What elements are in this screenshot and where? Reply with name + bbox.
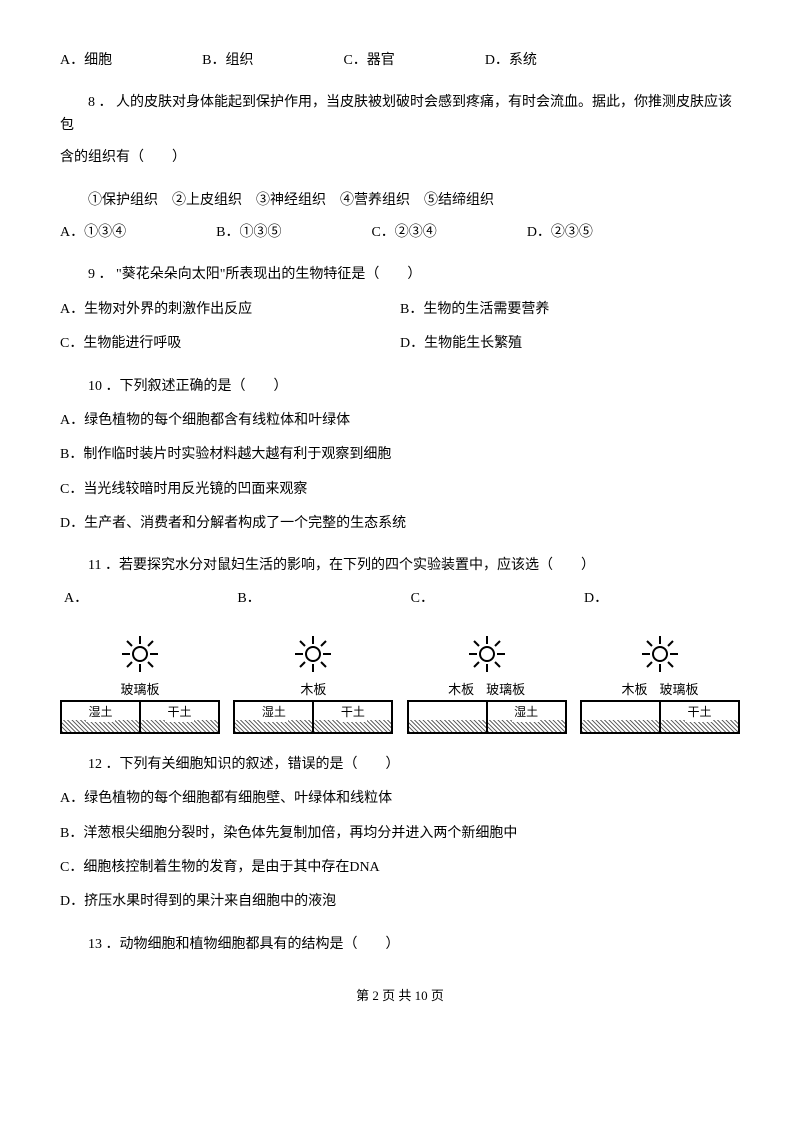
diagram-a-board: 玻璃板 [60, 682, 220, 698]
q11-diagram-a: 玻璃板 湿土 干土 [60, 634, 220, 734]
q11-label-b: B． [233, 588, 393, 610]
diagram-d-soil: 干土 [685, 703, 713, 722]
diagram-d-board-left: 木板 [621, 682, 647, 698]
q9-row2: C．生物能进行呼吸 D．生物能生长繁殖 [60, 333, 740, 355]
q8-opt-b: B．①③⑤ [216, 222, 281, 244]
q8-stem-line2: 含的组织有（ ） [60, 147, 740, 169]
q9-opt-c: C．生物能进行呼吸 [60, 333, 400, 355]
q8-opt-a: A．①③④ [60, 222, 126, 244]
q7-opt-d: D．系统 [485, 50, 537, 72]
q11-diagram-c: 木板 玻璃板 湿土 [407, 634, 567, 734]
q10-opt-d: D．生产者、消费者和分解者构成了一个完整的生态系统 [60, 513, 740, 535]
q9-opt-d: D．生物能生长繁殖 [400, 333, 740, 355]
q11-stem: 11 ．若要探究水分对鼠妇生活的影响，在下列的四个实验装置中，应该选（ ） [60, 555, 740, 577]
q10-opt-b: B．制作临时装片时实验材料越大越有利于观察到细胞 [60, 444, 740, 466]
q11-labels-row: A． B． C． D． [60, 588, 740, 614]
sun-icon [580, 634, 740, 676]
q7-opt-c: C．器官 [343, 50, 394, 72]
q11-label-a: A． [60, 588, 220, 610]
diagram-c-box: 湿土 [407, 700, 567, 734]
q10-stem: 10 ．下列叙述正确的是（ ） [60, 376, 740, 398]
q12-opt-d: D．挤压水果时得到的果汁来自细胞中的液泡 [60, 891, 740, 913]
q8-options: A．①③④ B．①③⑤ C．②③④ D．②③⑤ [60, 222, 740, 244]
exam-page: A．细胞 B．组织 C．器官 D．系统 8 ． 人的皮肤对身体能起到保护作用，当… [0, 0, 800, 1037]
diagram-b-right: 干土 [339, 703, 367, 722]
q7-options: A．细胞 B．组织 C．器官 D．系统 [60, 50, 740, 72]
q12-stem: 12 ．下列有关细胞知识的叙述，错误的是（ ） [60, 754, 740, 776]
q11-diagrams: 玻璃板 湿土 干土 木板 湿土 [60, 634, 740, 734]
diagram-a-right: 干土 [165, 703, 193, 722]
q7-opt-b: B．组织 [202, 50, 253, 72]
diagram-b-board: 木板 [233, 682, 393, 698]
q11-label-d: D． [580, 588, 740, 610]
q9-opt-b: B．生物的生活需要营养 [400, 299, 740, 321]
q13-stem: 13 ．动物细胞和植物细胞都具有的结构是（ ） [60, 934, 740, 956]
q11-diagram-d: 木板 玻璃板 干土 [580, 634, 740, 734]
page-footer: 第 2 页 共 10 页 [60, 986, 740, 1007]
q9-stem: 9 ． "葵花朵朵向太阳"所表现出的生物特征是（ ） [60, 264, 740, 286]
diagram-c-board-left: 木板 [448, 682, 474, 698]
q9-row1: A．生物对外界的刺激作出反应 B．生物的生活需要营养 [60, 299, 740, 321]
diagram-d-board-right: 玻璃板 [659, 682, 698, 698]
diagram-a-left: 湿土 [86, 703, 114, 722]
q8-stem-line1: 8 ． 人的皮肤对身体能起到保护作用，当皮肤被划破时会感到疼痛，有时会流血。据此… [60, 92, 740, 137]
q8-items: ①保护组织 ②上皮组织 ③神经组织 ④营养组织 ⑤结缔组织 [60, 190, 740, 212]
diagram-c-board-right: 玻璃板 [486, 682, 525, 698]
q8-opt-c: C．②③④ [371, 222, 436, 244]
q12-opt-b: B．洋葱根尖细胞分裂时，染色体先复制加倍，再均分并进入两个新细胞中 [60, 823, 740, 845]
diagram-b-box: 湿土 干土 [233, 700, 393, 734]
q7-opt-a: A．细胞 [60, 50, 112, 72]
diagram-a-box: 湿土 干土 [60, 700, 220, 734]
sun-icon [60, 634, 220, 676]
diagram-c-soil: 湿土 [512, 703, 540, 722]
q12-opt-c: C．细胞核控制着生物的发育，是由于其中存在DNA [60, 857, 740, 879]
q11-label-c: C． [407, 588, 567, 610]
q10-opt-c: C．当光线较暗时用反光镜的凹面来观察 [60, 479, 740, 501]
diagram-b-left: 湿土 [260, 703, 288, 722]
q12-opt-a: A．绿色植物的每个细胞都有细胞壁、叶绿体和线粒体 [60, 788, 740, 810]
q8-opt-d: D．②③⑤ [527, 222, 593, 244]
q9-opt-a: A．生物对外界的刺激作出反应 [60, 299, 400, 321]
diagram-d-box: 干土 [580, 700, 740, 734]
sun-icon [407, 634, 567, 676]
sun-icon [233, 634, 393, 676]
q11-diagram-b: 木板 湿土 干土 [233, 634, 393, 734]
q10-opt-a: A．绿色植物的每个细胞都含有线粒体和叶绿体 [60, 410, 740, 432]
